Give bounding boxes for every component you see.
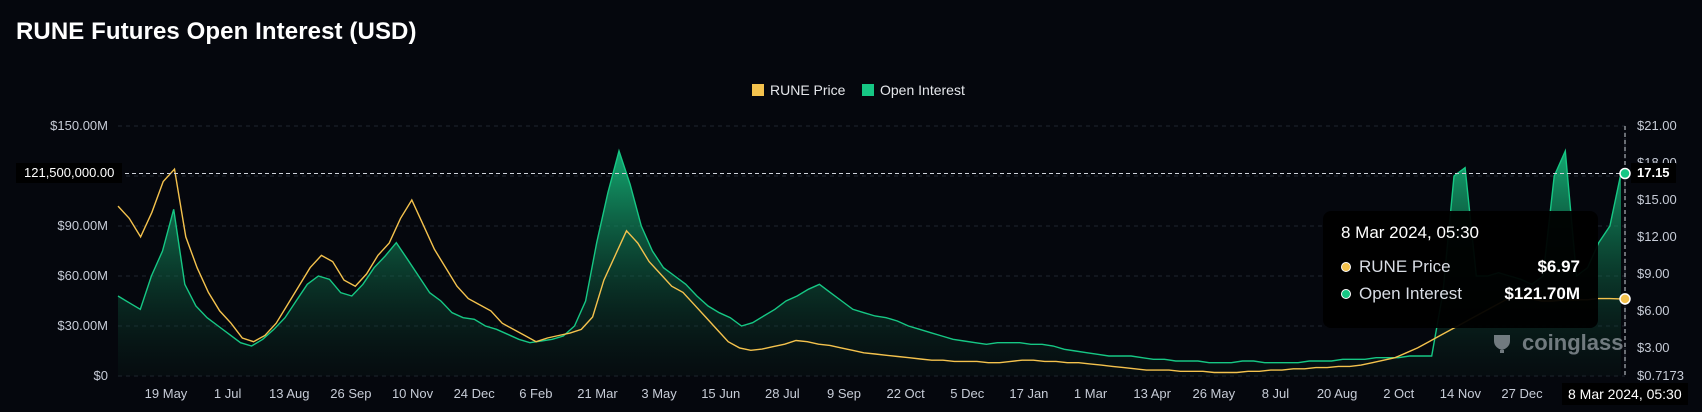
tooltip-row-open-interest: Open Interest $121.70M [1341,280,1580,307]
y-left-tick-label: $30.00M [57,318,108,333]
chart-tooltip: 8 Mar 2024, 05:30 RUNE Price $6.97 Open … [1323,211,1598,328]
y-right-tick-label: $3.00 [1637,340,1670,355]
tooltip-time: 8 Mar 2024, 05:30 [1341,223,1479,242]
x-tick-label: 5 Dec [950,386,984,401]
open-interest-area [118,151,1621,376]
rune-price-dot-icon [1341,261,1351,272]
tooltip-row-label: RUNE Price [1359,256,1451,276]
x-tick-label: 22 Oct [886,386,925,401]
x-tick-label: 13 Aug [269,386,310,401]
legend-swatch-icon [752,84,764,96]
open-interest-line [117,148,1622,364]
x-tick-label: 28 Jul [765,386,800,401]
crosshair-left-label: 121,500,000.00 [16,163,123,183]
x-tick-label: 6 Feb [519,386,552,401]
crosshair-bottom-label: 8 Mar 2024, 05:30 [1562,383,1688,405]
x-tick-label: 20 Aug [1317,386,1358,401]
y-right-tick-label: $15.00 [1637,192,1677,207]
x-tick-label: 3 May [641,386,677,401]
legend-label: Open Interest [880,82,965,98]
x-tick-label: 8 Jul [1262,386,1290,401]
y-right-tick-label: $12.00 [1637,229,1677,244]
crosshair [118,126,1626,376]
y-left-tick-label: $90.00M [57,218,108,233]
y-right-tick-label: $0.7173 [1637,368,1684,383]
tooltip-row-rune-price: RUNE Price $6.97 [1341,253,1580,280]
y-left-tick-label: $0 [94,368,108,383]
x-tick-label: 9 Sep [827,386,861,401]
y-axis-right: $0.7173$3.00$6.00$9.00$12.00$15.00$18.00… [1624,118,1684,383]
y-left-tick-label: $60.00M [57,268,108,283]
x-tick-label: 19 May [145,386,188,401]
y-right-tick-label: $21.00 [1637,118,1677,133]
x-tick-label: 26 Sep [330,386,371,401]
y-right-tick-label: $9.00 [1637,266,1670,281]
watermark: coinglass [1490,330,1623,356]
x-tick-label: 27 Dec [1501,386,1543,401]
x-tick-label: 21 Mar [577,386,618,401]
coinglass-logo-icon [1494,335,1510,353]
x-tick-label: 1 Mar [1074,386,1108,401]
legend-item-rune-price[interactable]: RUNE Price [752,82,846,98]
chart-title: RUNE Futures Open Interest (USD) [16,18,417,45]
x-tick-label: 17 Jan [1009,386,1048,401]
y-axis-left: $0 $30.00M $60.00M $90.00M $150.00M [50,118,108,383]
chart-legend[interactable]: RUNE Price Open Interest [752,82,965,98]
x-tick-label: 14 Nov [1440,386,1482,401]
open-interest-dot-icon [1341,288,1351,299]
legend-item-open-interest[interactable]: Open Interest [862,82,965,98]
legend-label: RUNE Price [770,82,846,98]
x-tick-label: 13 Apr [1133,386,1171,401]
legend-swatch-icon [862,84,874,96]
x-axis: 19 May 1 Jul 13 Aug 26 Sep 10 Nov 24 Dec 6 Feb… [145,386,1543,401]
tooltip-row-value: $6.97 [1537,256,1580,276]
y-left-tick-label: $150.00M [50,118,108,133]
x-tick-label: 24 Dec [454,386,496,401]
open-interest-marker [1619,167,1631,180]
rune-price-line [117,167,1622,374]
x-tick-label: 2 Oct [1383,386,1414,401]
watermark-text: coinglass [1522,330,1624,355]
rune-price-marker [1619,293,1631,305]
crosshair-markers [1619,167,1631,305]
chart-series [117,148,1622,376]
x-tick-label: 15 Jun [701,386,740,401]
crosshair-right-label: 17.15 [1631,163,1676,183]
tooltip-row-value: $121.70M [1504,283,1580,303]
tooltip-row-label: Open Interest [1359,283,1463,303]
x-tick-label: 1 Jul [214,386,242,401]
y-right-tick-label: $6.00 [1637,303,1670,318]
x-tick-label: 10 Nov [392,386,434,401]
x-tick-label: 26 May [1192,386,1235,401]
